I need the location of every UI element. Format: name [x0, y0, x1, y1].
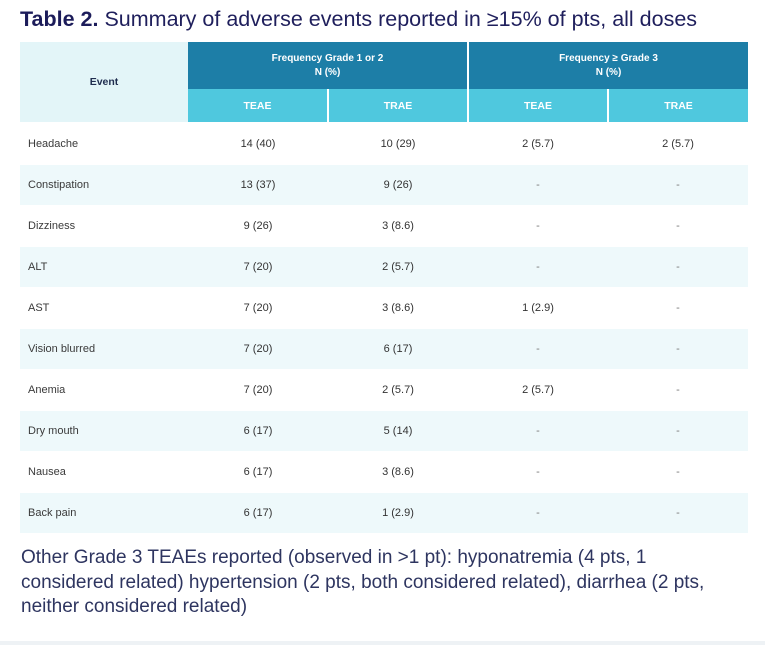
value-cell-g3-teae: - [468, 492, 608, 533]
value-cell-g12-trae: 1 (2.9) [328, 492, 468, 533]
table-row: Anemia 7 (20) 2 (5.7) 2 (5.7) - [20, 369, 749, 411]
table-title: Table 2. Summary of adverse events repor… [20, 7, 697, 32]
value-cell-g12-trae: 3 (8.6) [328, 451, 468, 493]
value-cell-g12-teae: 7 (20) [188, 246, 328, 288]
value-cell-g3-trae: - [608, 246, 749, 288]
value-cell-g3-teae: 2 (5.7) [468, 369, 608, 411]
value-cell-g3-trae: - [608, 369, 749, 411]
event-name-cell: ALT [20, 246, 188, 288]
value-cell-g12-teae: 9 (26) [188, 205, 328, 247]
value-cell-g3-teae: 2 (5.7) [468, 122, 608, 165]
grade-3-unit: N (%) [595, 66, 622, 78]
value-cell-g3-teae: - [468, 410, 608, 452]
value-cell-g12-teae: 7 (20) [188, 328, 328, 370]
value-cell-g3-teae: - [468, 164, 608, 206]
value-cell-g12-teae: 6 (17) [188, 410, 328, 452]
value-cell-g3-teae: - [468, 246, 608, 288]
value-cell-g3-teae: - [468, 451, 608, 493]
value-cell-g12-trae: 3 (8.6) [328, 287, 468, 329]
value-cell-g12-trae: 10 (29) [328, 122, 468, 165]
table-row: Headache 14 (40) 10 (29) 2 (5.7) 2 (5.7) [20, 122, 749, 165]
event-name-cell: Anemia [20, 369, 188, 411]
value-cell-g12-teae: 7 (20) [188, 369, 328, 411]
grade-1-2-title: Frequency Grade 1 or 2 [271, 52, 384, 64]
value-cell-g12-teae: 6 (17) [188, 492, 328, 533]
event-name-cell: Back pain [20, 492, 188, 533]
value-cell-g3-trae: - [608, 328, 749, 370]
table-body: Headache 14 (40) 10 (29) 2 (5.7) 2 (5.7) Cons… [20, 122, 749, 533]
table-row: Dry mouth 6 (17) 5 (14) - - [20, 410, 749, 452]
footnote: Other Grade 3 TEAEs reported (observed i… [21, 547, 705, 617]
value-cell-g3-teae: - [468, 328, 608, 370]
value-cell-g12-trae: 2 (5.7) [328, 369, 468, 411]
value-cell-g12-trae: 9 (26) [328, 164, 468, 206]
event-name-cell: AST [20, 287, 188, 329]
table-row: Constipation 13 (37) 9 (26) - - [20, 164, 749, 206]
bottom-divider [0, 641, 765, 645]
value-cell-g12-trae: 5 (14) [328, 410, 468, 452]
event-name-cell: Nausea [20, 451, 188, 493]
grade-1-2-trae-header: TRAE [327, 89, 468, 124]
event-column-header: Event [20, 42, 188, 124]
grade-3-teae-header: TEAE [467, 89, 608, 124]
grade-3-title: Frequency ≥ Grade 3 [559, 52, 658, 64]
event-name-cell: Vision blurred [20, 328, 188, 370]
grade-1-2-teae-header: TEAE [188, 89, 328, 124]
event-name-cell: Headache [20, 122, 188, 165]
value-cell-g3-trae: - [608, 410, 749, 452]
table-row: ALT 7 (20) 2 (5.7) - - [20, 246, 749, 288]
table-row: Back pain 6 (17) 1 (2.9) - - [20, 492, 749, 533]
value-cell-g12-trae: 2 (5.7) [328, 246, 468, 288]
value-cell-g12-trae: 3 (8.6) [328, 205, 468, 247]
value-cell-g3-trae: - [608, 205, 749, 247]
table-row: Vision blurred 7 (20) 6 (17) - - [20, 328, 749, 370]
table-row: AST 7 (20) 3 (8.6) 1 (2.9) - [20, 287, 749, 329]
value-cell-g3-teae: - [468, 205, 608, 247]
value-cell-g3-teae: 1 (2.9) [468, 287, 608, 329]
value-cell-g12-teae: 13 (37) [188, 164, 328, 206]
table-row: Dizziness 9 (26) 3 (8.6) - - [20, 205, 749, 247]
event-name-cell: Dizziness [20, 205, 188, 247]
value-cell-g3-trae: - [608, 164, 749, 206]
value-cell-g12-teae: 6 (17) [188, 451, 328, 493]
grade-3-trae-header: TRAE [606, 89, 749, 124]
event-name-cell: Constipation [20, 164, 188, 206]
value-cell-g3-trae: - [608, 287, 749, 329]
value-cell-g3-trae: - [608, 451, 749, 493]
value-cell-g3-trae: - [608, 492, 749, 533]
value-cell-g12-teae: 7 (20) [188, 287, 328, 329]
table-label: Table 2. [20, 7, 99, 31]
event-name-cell: Dry mouth [20, 410, 188, 452]
value-cell-g12-trae: 6 (17) [328, 328, 468, 370]
table-row: Nausea 6 (17) 3 (8.6) - - [20, 451, 749, 493]
grade-1-2-unit: N (%) [314, 66, 341, 78]
table-caption: Summary of adverse events reported in ≥1… [104, 7, 698, 31]
value-cell-g12-teae: 14 (40) [188, 122, 328, 165]
value-cell-g3-trae: 2 (5.7) [608, 122, 749, 165]
grade-1-2-group-header: Frequency Grade 1 or 2 N (%) [188, 42, 468, 89]
adverse-events-table: Event Frequency Grade 1 or 2 N (%) Frequ… [20, 42, 749, 533]
grade-3-group-header: Frequency ≥ Grade 3 N (%) [466, 42, 749, 89]
